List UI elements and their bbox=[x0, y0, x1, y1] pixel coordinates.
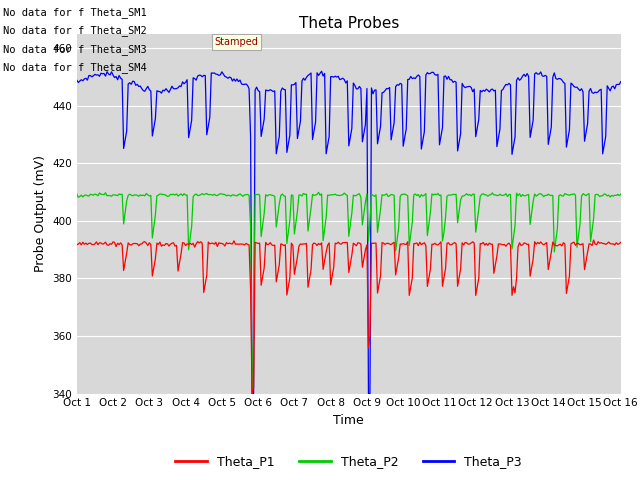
Text: No data for f Theta_SM3: No data for f Theta_SM3 bbox=[3, 44, 147, 55]
Text: No data for f Theta_SM1: No data for f Theta_SM1 bbox=[3, 7, 147, 18]
Text: No data for f Theta_SM2: No data for f Theta_SM2 bbox=[3, 25, 147, 36]
Text: No data for f Theta_SM4: No data for f Theta_SM4 bbox=[3, 62, 147, 73]
X-axis label: Time: Time bbox=[333, 414, 364, 427]
Y-axis label: Probe Output (mV): Probe Output (mV) bbox=[34, 155, 47, 272]
Legend: Theta_P1, Theta_P2, Theta_P3: Theta_P1, Theta_P2, Theta_P3 bbox=[170, 450, 527, 473]
Text: Stamped: Stamped bbox=[214, 37, 259, 47]
Title: Theta Probes: Theta Probes bbox=[299, 16, 399, 31]
